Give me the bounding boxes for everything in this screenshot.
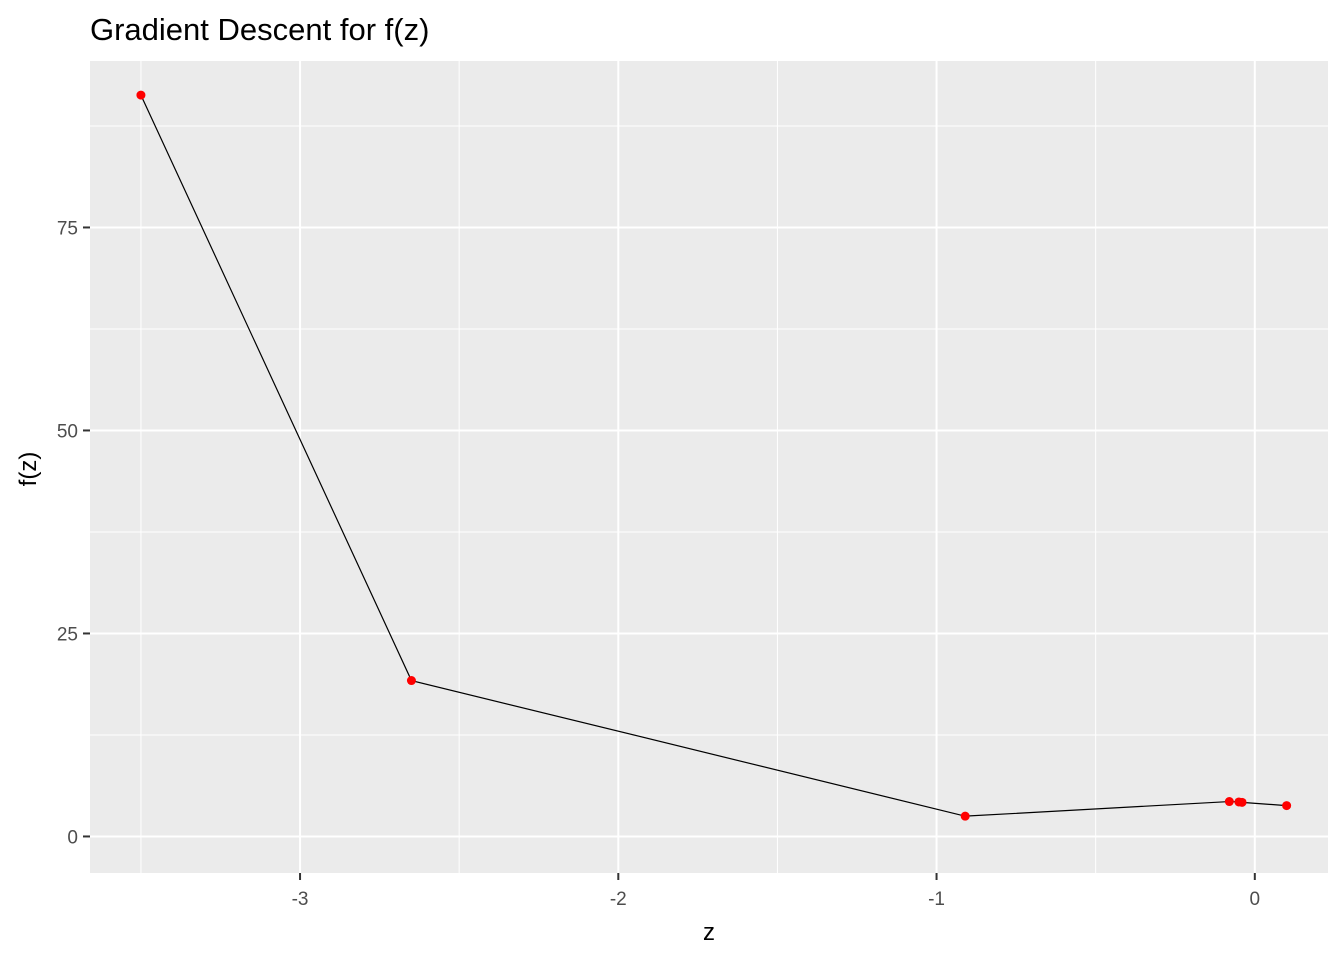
y-axis: 0 25 50 75: [57, 218, 90, 848]
y-tick-label: 50: [57, 421, 78, 442]
major-gridlines: [90, 61, 1328, 873]
plot-panel: [90, 61, 1328, 873]
descent-point: [960, 811, 970, 821]
series-layer: [136, 90, 1292, 821]
x-tick-label: -1: [928, 889, 945, 910]
y-tick-label: 75: [57, 218, 78, 239]
x-tick-label: -2: [610, 889, 627, 910]
x-axis: -3 -2 -1 0: [292, 873, 1260, 910]
x-axis-title: z: [703, 919, 715, 946]
y-tick-label: 25: [57, 624, 78, 645]
y-axis-title: f(z): [15, 452, 42, 487]
x-tick-label: -3: [292, 889, 309, 910]
minor-gridlines: [90, 61, 1328, 873]
descent-point: [1224, 797, 1234, 807]
descent-point: [136, 90, 146, 100]
descent-point: [1237, 797, 1247, 807]
y-tick-label: 0: [67, 827, 78, 848]
descent-point: [406, 676, 416, 686]
x-tick-label: 0: [1250, 889, 1261, 910]
descent-point: [1282, 801, 1292, 811]
chart-title: Gradient Descent for f(z): [90, 12, 429, 47]
